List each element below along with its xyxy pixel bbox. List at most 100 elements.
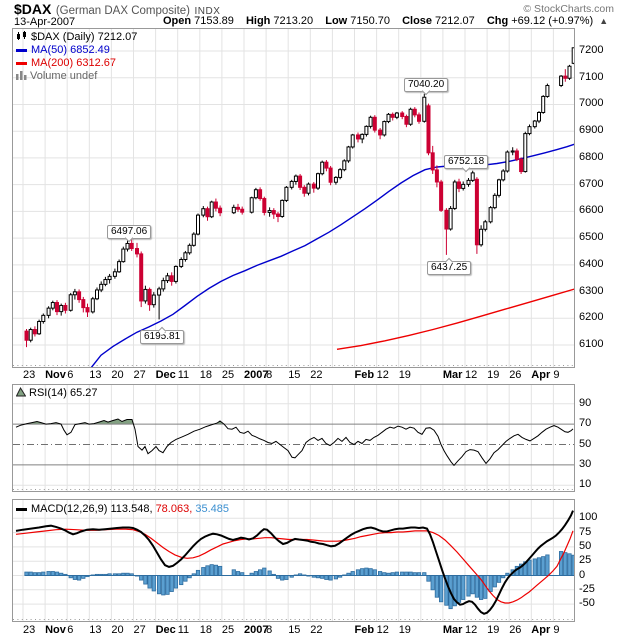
x-tick-label: 19 — [398, 369, 411, 381]
ma200-legend: MA(200) 6312.67 — [16, 57, 116, 69]
price-callout: 6752.18 — [444, 155, 489, 173]
x-tick-label: Apr — [531, 624, 551, 636]
x-tick-label: 27 — [133, 624, 146, 636]
x-tick-label: 26 — [509, 624, 522, 636]
y-tick-label: 6100 — [579, 338, 604, 351]
x-tick-label: Feb — [354, 624, 375, 636]
x-tick-label: Nov — [45, 369, 66, 381]
x-tick-label: 23 — [23, 369, 36, 381]
rsi-canvas — [13, 385, 574, 491]
x-tick-label: 9 — [553, 624, 560, 636]
symbol: $DAX — [14, 1, 52, 17]
copyright: © StockCharts.com — [523, 3, 614, 15]
quote-row: Open 7153.89 High 7213.20 Low 7150.70 Close… — [163, 15, 608, 27]
close-label: Close — [402, 15, 433, 27]
ma200-line-icon — [16, 61, 27, 65]
x-tick-label: 22 — [310, 369, 323, 381]
price-callout: 6195.81 — [140, 326, 185, 344]
x-tick-label: 2007 — [244, 369, 269, 381]
price-callout: 6497.06 — [107, 225, 152, 243]
x-tick-label: 12 — [465, 624, 478, 636]
candlestick-icon — [17, 31, 26, 40]
x-tick-label: 19 — [487, 369, 500, 381]
y-tick-label: 100 — [579, 511, 598, 524]
x-tick-label: 12 — [465, 369, 478, 381]
symbol-exchange: INDX — [194, 6, 221, 17]
y-tick-label: 6300 — [579, 284, 604, 297]
x-tick-label: 22 — [310, 624, 323, 636]
y-tick-label: 75 — [579, 525, 592, 538]
y-tick-label: 6500 — [579, 231, 604, 244]
x-tick-label: 6 — [67, 369, 74, 381]
open-value: 7153.89 — [194, 15, 234, 27]
chg-value: +69.12 (+0.97%) — [511, 15, 594, 27]
macd-panel — [12, 499, 575, 622]
x-tick-label: 20 — [111, 624, 124, 636]
y-tick-label: 90 — [579, 396, 592, 409]
y-tick-label: 6900 — [579, 124, 604, 137]
ma50-line-icon — [16, 48, 27, 52]
chg-label: Chg — [486, 15, 509, 27]
macd-legend-name: MACD(12,26,9) — [31, 503, 108, 515]
high-value: 7213.20 — [273, 15, 314, 27]
y-tick-label: 6200 — [579, 311, 604, 324]
y-tick-label: 10 — [579, 478, 592, 491]
macd-canvas — [13, 500, 574, 621]
x-tick-label: Mar — [442, 624, 463, 636]
ma50-legend-label: MA(50) 6852.49 — [31, 44, 110, 56]
rsi-legend-label: RSI(14) 65.27 — [29, 387, 98, 399]
x-tick-label: 15 — [288, 624, 301, 636]
rsi-panel — [12, 384, 575, 492]
x-tick-label: 27 — [133, 369, 146, 381]
price-callout: 6437.25 — [427, 257, 472, 275]
y-tick-label: -25 — [579, 582, 595, 595]
macd-legend: MACD(12,26,9) 113.548, 78.063, 35.485 — [16, 503, 229, 515]
open-label: Open — [163, 15, 192, 27]
y-tick-label: 6600 — [579, 204, 604, 217]
up-arrow-icon: ▲ — [599, 16, 609, 26]
close-value: 7212.07 — [435, 15, 475, 27]
y-tick-label: 7000 — [579, 97, 604, 110]
x-tick-label: 20 — [111, 369, 124, 381]
y-tick-label: 6800 — [579, 150, 604, 163]
price-legend-label: $DAX (Daily) 7212.07 — [31, 31, 138, 43]
x-tick-label: Nov — [45, 624, 66, 636]
x-tick-label: 19 — [487, 624, 500, 636]
x-tick-label: 2007 — [244, 624, 269, 636]
signal-value: 78.063 — [155, 503, 190, 515]
x-tick-label: 12 — [376, 624, 389, 636]
chart-date: 13-Apr-2007 — [14, 16, 76, 28]
volume-bars-icon — [16, 71, 27, 80]
mountain-icon — [15, 386, 27, 397]
x-tick-label: 18 — [199, 369, 213, 381]
y-tick-label: 6700 — [579, 177, 604, 190]
y-tick-label: 7100 — [579, 70, 604, 83]
symbol-name: (German DAX Composite) — [55, 5, 191, 17]
price-callout: 7040.20 — [404, 78, 449, 96]
y-tick-label: 50 — [579, 539, 592, 552]
x-tick-label: 8 — [266, 369, 273, 381]
x-tick-label: 9 — [553, 369, 560, 381]
ma50-legend: MA(50) 6852.49 — [16, 44, 110, 56]
x-tick-label: 15 — [288, 369, 301, 381]
x-tick-label: 13 — [89, 624, 102, 636]
price-legend: $DAX (Daily) 7212.07 — [16, 31, 137, 43]
x-tick-label: Dec — [155, 624, 176, 636]
macd-line-icon — [16, 507, 27, 511]
volume-legend-label: Volume undef — [30, 70, 98, 82]
x-tick-label: 25 — [221, 369, 235, 381]
x-tick-label: 18 — [199, 624, 213, 636]
low-value: 7150.70 — [350, 15, 390, 27]
x-axis-labels-top: 23 Nov 6 13 20 27 Dec 11 18 25 2007 8 15 22 Feb 12 19 Mar… — [12, 369, 575, 382]
y-tick-label: 30 — [579, 457, 592, 470]
chart-header: $DAX (German DAX Composite) INDX — [14, 1, 220, 19]
x-tick-label: 23 — [23, 624, 36, 636]
x-tick-label: 11 — [177, 369, 190, 381]
x-tick-label: 12 — [376, 369, 389, 381]
x-axis-labels-bottom: 23 Nov 6 13 20 27 Dec 11 18 25 2007 8 15 22 Feb 12 19 Mar… — [12, 624, 575, 637]
x-tick-label: 6 — [67, 624, 74, 636]
high-label: High — [245, 15, 271, 27]
x-tick-label: 25 — [221, 624, 235, 636]
y-tick-label: 50 — [579, 437, 592, 450]
x-tick-label: 26 — [509, 369, 522, 381]
